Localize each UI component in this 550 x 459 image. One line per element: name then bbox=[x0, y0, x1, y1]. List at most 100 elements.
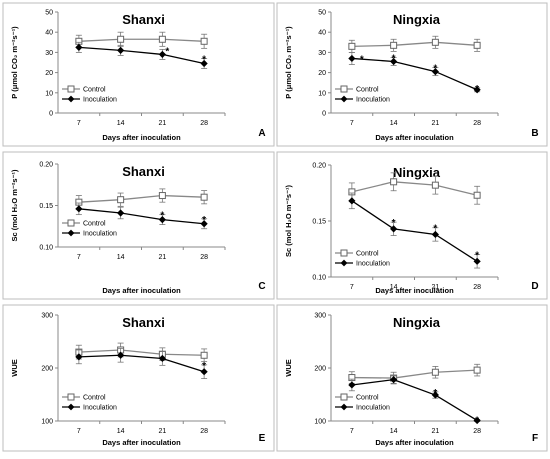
significance-star: * bbox=[433, 388, 437, 399]
y-tick-label: 200 bbox=[41, 366, 53, 373]
panel-frame bbox=[276, 2, 548, 147]
series-line-control bbox=[351, 41, 478, 47]
panel-letter: A bbox=[258, 128, 265, 139]
y-tick-label: 100 bbox=[41, 419, 53, 426]
legend-label-control: Control bbox=[83, 395, 106, 402]
point-inoculation bbox=[473, 257, 481, 265]
point-inoculation bbox=[473, 416, 481, 425]
point-inoculation bbox=[117, 46, 125, 54]
point-control bbox=[431, 181, 439, 189]
significance-star: * bbox=[475, 84, 479, 95]
point-control bbox=[431, 38, 439, 46]
y-tick-label: 10 bbox=[45, 90, 53, 97]
x-tick-label: 7 bbox=[350, 284, 354, 291]
panel-frame bbox=[276, 151, 548, 300]
point-control bbox=[390, 41, 398, 49]
panel-letter: F bbox=[532, 433, 538, 444]
point-inoculation bbox=[75, 353, 83, 361]
legend-label-inoculation: Inoculation bbox=[356, 405, 390, 412]
legend-marker-inoculation bbox=[67, 229, 75, 237]
y-tick-label: 200 bbox=[314, 366, 326, 373]
panel-title: Ningxia bbox=[393, 315, 441, 330]
point-inoculation bbox=[75, 205, 83, 213]
legend-label-control: Control bbox=[356, 251, 379, 258]
legend-marker-inoculation bbox=[340, 259, 348, 267]
legend-marker-inoculation bbox=[340, 403, 348, 411]
panel-frame bbox=[276, 304, 548, 452]
point-control bbox=[117, 196, 125, 204]
legend-label-control: Control bbox=[83, 221, 106, 228]
legend-marker-control bbox=[67, 219, 75, 227]
y-tick-label: 20 bbox=[45, 70, 53, 77]
series-line-inoculation bbox=[351, 378, 478, 422]
point-control bbox=[473, 366, 481, 374]
x-tick-label: 14 bbox=[390, 120, 398, 127]
y-axis-title: P (μmol CO₂ m⁻²s⁻¹) bbox=[10, 26, 19, 99]
point-control bbox=[200, 351, 208, 359]
x-tick-label: 21 bbox=[158, 428, 166, 435]
legend-marker-control bbox=[340, 85, 348, 93]
legend-label-control: Control bbox=[356, 87, 379, 94]
point-inoculation bbox=[200, 368, 208, 376]
legend-label-control: Control bbox=[356, 395, 379, 402]
x-tick-label: 28 bbox=[473, 428, 481, 435]
y-tick-label: 0.15 bbox=[312, 219, 326, 226]
y-tick-label: 40 bbox=[318, 30, 326, 37]
x-axis-title: Days after inoculation bbox=[375, 133, 454, 142]
point-inoculation bbox=[75, 43, 83, 51]
legend-label-control: Control bbox=[83, 87, 106, 94]
point-control bbox=[431, 368, 439, 376]
series-line-inoculation bbox=[351, 57, 478, 91]
point-inoculation bbox=[390, 376, 398, 384]
y-tick-label: 20 bbox=[318, 70, 326, 77]
x-tick-label: 28 bbox=[473, 120, 481, 127]
significance-star: * bbox=[165, 46, 169, 57]
panel-F: 100 200 300 7 14 21 28 Days after inoculation WU… bbox=[276, 304, 548, 452]
panel-C: 0.10 0.15 0.20 7 14 21 28 Days after inoculatio… bbox=[2, 151, 275, 300]
y-tick-label: 0.10 bbox=[39, 245, 53, 252]
y-tick-label: 50 bbox=[45, 10, 53, 17]
panel-frame bbox=[2, 2, 275, 147]
significance-star: * bbox=[433, 64, 437, 75]
significance-star: * bbox=[392, 53, 396, 64]
y-axis-title: WUE bbox=[10, 359, 19, 377]
significance-star: * bbox=[202, 54, 206, 65]
point-inoculation bbox=[473, 86, 481, 94]
panel-title: Ningxia bbox=[393, 12, 441, 27]
legend-label-inoculation: Inoculation bbox=[83, 97, 117, 104]
point-control bbox=[473, 41, 481, 49]
series-line-control bbox=[78, 349, 205, 356]
panel-E: 100 200 300 7 14 21 28 Days after inoculation WU… bbox=[2, 304, 275, 452]
significance-star: * bbox=[433, 224, 437, 235]
point-control bbox=[348, 42, 356, 50]
point-control bbox=[390, 178, 398, 186]
panel-A: 0 10 20 30 40 50 7 14 21 28 Days after inoculation… bbox=[2, 2, 275, 147]
y-tick-label: 100 bbox=[314, 419, 326, 426]
panel-B: 0 10 20 30 40 50 7 14 21 28 Days after inoculation… bbox=[276, 2, 548, 147]
series-line-control bbox=[351, 369, 478, 379]
legend-marker-inoculation bbox=[340, 95, 348, 103]
point-inoculation bbox=[431, 230, 439, 239]
legend-marker-control bbox=[67, 85, 75, 93]
x-tick-label: 21 bbox=[158, 120, 166, 127]
panel-frame bbox=[2, 304, 275, 452]
x-tick-label: 21 bbox=[431, 284, 439, 291]
series-line-inoculation bbox=[78, 208, 205, 225]
series-line-inoculation bbox=[78, 46, 205, 65]
x-tick-label: 21 bbox=[431, 120, 439, 127]
x-tick-label: 28 bbox=[200, 254, 208, 261]
x-tick-label: 7 bbox=[350, 428, 354, 435]
significance-star: * bbox=[475, 251, 479, 262]
y-tick-label: 0.10 bbox=[312, 275, 326, 282]
significance-star: * bbox=[392, 218, 396, 229]
panel-title: Shanxi bbox=[122, 315, 165, 330]
point-inoculation bbox=[431, 67, 439, 76]
y-tick-label: 30 bbox=[318, 50, 326, 57]
point-inoculation bbox=[117, 351, 125, 359]
point-inoculation bbox=[390, 225, 398, 233]
series-line-control bbox=[78, 38, 205, 42]
significance-star: * bbox=[475, 415, 479, 426]
legend-label-inoculation: Inoculation bbox=[356, 97, 390, 104]
